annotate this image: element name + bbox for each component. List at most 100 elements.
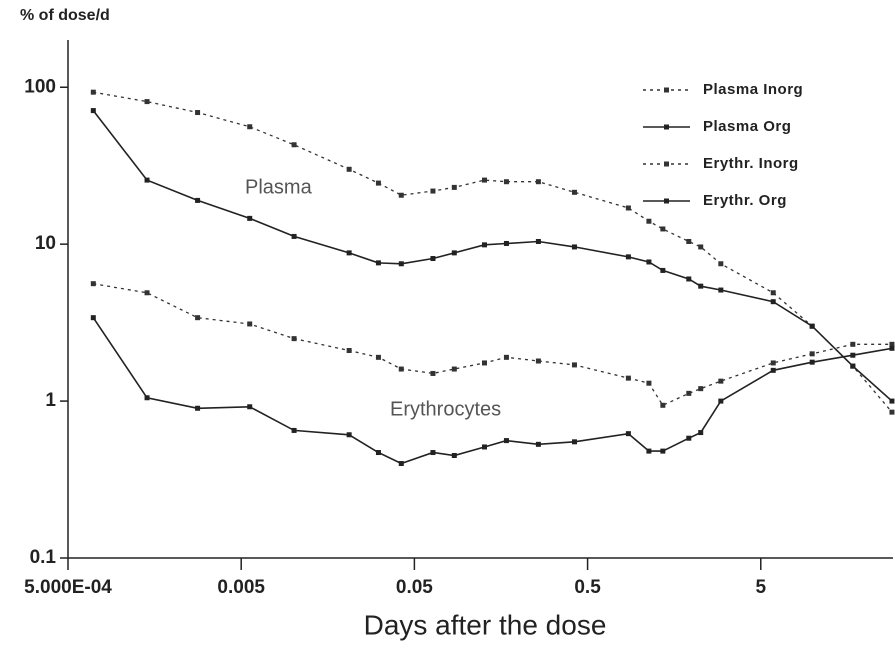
data-point (698, 430, 704, 436)
data-point (660, 267, 666, 273)
data-point (850, 363, 856, 369)
x-axis-label: Days after the dose (364, 609, 607, 640)
x-tick-label: 5 (755, 577, 766, 598)
legend-marker (664, 87, 669, 93)
y-tick-label: 1 (45, 390, 56, 411)
data-point (482, 177, 488, 183)
data-point (398, 461, 404, 467)
data-point (686, 276, 692, 282)
data-point (718, 378, 724, 384)
data-point (889, 398, 895, 404)
data-point (809, 359, 815, 365)
legend-label: Erythr. Org (703, 192, 787, 209)
data-point (660, 448, 666, 454)
data-point (482, 242, 488, 248)
series-line (92, 110, 893, 402)
y-tick-label: 10 (35, 233, 56, 254)
data-point (375, 354, 381, 360)
data-point (889, 341, 895, 347)
legend-marker (664, 198, 669, 204)
data-point (375, 260, 381, 266)
legend-label: Erythr. Inorg (703, 155, 799, 172)
data-point (686, 238, 692, 244)
data-point (889, 345, 895, 351)
data-point (144, 395, 150, 401)
data-point (571, 189, 577, 195)
data-point (291, 427, 297, 433)
data-point (535, 179, 541, 185)
data-point (398, 261, 404, 267)
data-point (144, 99, 150, 105)
data-point (451, 366, 457, 372)
y-tick-label: 100 (24, 76, 56, 97)
data-point (571, 244, 577, 250)
annotation: Plasma (245, 176, 313, 198)
data-point (247, 321, 253, 327)
data-point (144, 290, 150, 296)
data-point (698, 386, 704, 392)
data-point (482, 444, 488, 450)
data-point (503, 438, 509, 444)
annotation: Erythrocytes (390, 398, 501, 420)
data-point (686, 435, 692, 441)
data-point (398, 192, 404, 198)
data-point (451, 250, 457, 256)
data-point (850, 341, 856, 347)
data-point (291, 142, 297, 148)
series-line (92, 317, 893, 465)
data-point (430, 370, 436, 376)
legend-marker (664, 161, 669, 167)
data-point (375, 180, 381, 186)
data-point (90, 281, 96, 287)
data-point (535, 358, 541, 364)
data-point (625, 205, 631, 211)
data-point (646, 259, 652, 265)
data-point (571, 439, 577, 445)
data-point (503, 240, 509, 246)
data-point (247, 404, 253, 410)
data-point (503, 179, 509, 185)
data-point (625, 431, 631, 437)
data-point (718, 261, 724, 267)
data-point (291, 233, 297, 239)
data-point (195, 315, 201, 321)
data-point (770, 367, 776, 373)
data-point (90, 315, 96, 321)
data-point (718, 287, 724, 293)
data-point (660, 226, 666, 232)
data-point (291, 336, 297, 342)
legend-label: Plasma Org (703, 118, 791, 135)
legend-marker (664, 124, 669, 130)
data-point (698, 283, 704, 289)
data-point (646, 448, 652, 454)
x-tick-label: 0.05 (396, 577, 433, 598)
data-point (770, 299, 776, 305)
data-point (144, 177, 150, 183)
data-point (482, 360, 488, 366)
data-point (698, 244, 704, 250)
data-point (451, 452, 457, 458)
series-line (93, 91, 893, 413)
data-point (346, 432, 352, 438)
data-point (90, 108, 96, 114)
data-point (430, 256, 436, 262)
data-point (660, 402, 666, 408)
legend-label: Plasma Inorg (703, 81, 803, 98)
data-point (686, 390, 692, 396)
data-point (770, 290, 776, 296)
data-point (346, 250, 352, 256)
series-line (93, 283, 892, 407)
data-point (90, 89, 96, 95)
data-point (195, 405, 201, 411)
data-point (375, 450, 381, 456)
data-point (247, 124, 253, 130)
data-point (503, 354, 509, 360)
data-point (770, 360, 776, 366)
y-tick-label: 0.1 (30, 547, 57, 568)
data-point (535, 238, 541, 244)
data-point (430, 188, 436, 194)
x-tick-label: 5.000E-04 (24, 577, 112, 598)
data-point (346, 166, 352, 172)
data-point (430, 450, 436, 456)
